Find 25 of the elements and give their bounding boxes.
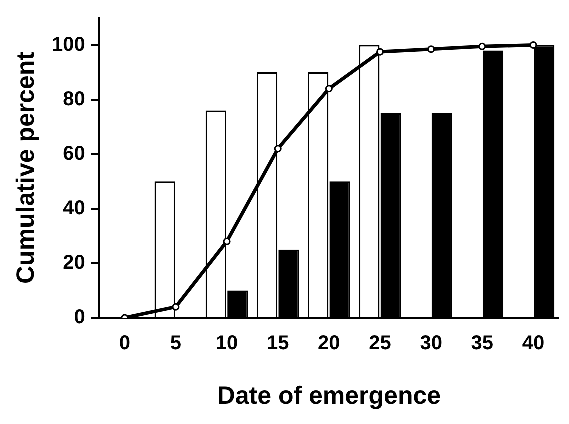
x-tick-label: 20 [318,332,340,355]
point [325,85,333,93]
x-tick-label: 40 [522,332,545,355]
point [172,303,180,311]
x-tick-label: 35 [471,332,494,355]
y-tick-label: 60 [63,142,86,165]
x-tick-label: 10 [216,332,238,355]
x-axis-title: Date of emergence [217,382,442,410]
point [428,46,436,54]
y-tick-label: 20 [63,252,86,274]
point [376,48,384,56]
y-tick-label: 0 [74,306,86,329]
y-tick-label: 80 [63,88,86,110]
point [530,42,538,50]
point [223,238,231,246]
point [478,42,486,50]
x-tick-label: 25 [369,332,392,355]
x-tick-label: 30 [420,332,442,355]
x-tick-label: 5 [170,332,182,355]
y-tick-label: 100 [52,34,86,56]
x-tick-label: 0 [119,332,130,355]
y-tick-label: 40 [63,197,86,220]
y-axis-title: Cumulative percent [12,51,40,284]
point [274,145,282,153]
x-tick-label: 15 [266,332,290,355]
